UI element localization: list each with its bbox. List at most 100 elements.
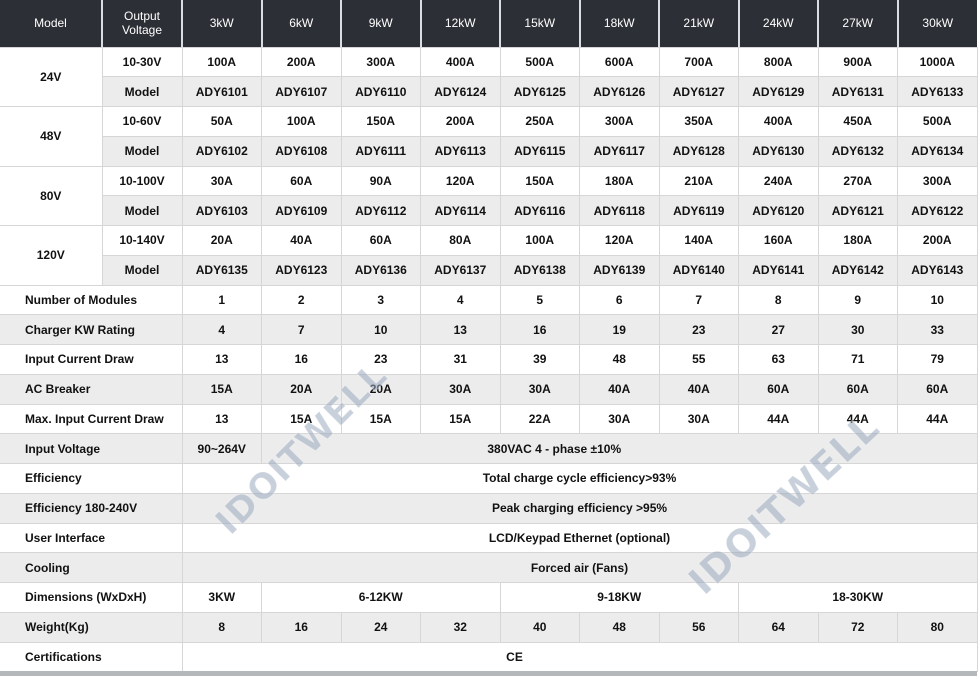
spec-value-cell: 40A [579,373,660,405]
model-value-cell: ADY6112 [340,195,421,226]
current-value-cell: 500A [897,106,978,137]
spec-value-cell: 44A [817,403,898,435]
table-row: Number of Modules 1 2 3 4 5 6 7 8 9 10 [0,284,978,316]
table-row: Model ADY6135 ADY6123 ADY6136 ADY6137 ADY6138… [0,254,978,286]
current-value-cell: 120A [420,165,501,197]
spec-value-cell: 71 [817,344,898,375]
table-row: Weight(Kg) 8 16 24 32 40 48 56 64 72 80 [0,611,978,643]
current-value-cell: 300A [897,165,978,197]
spec-value-cell: 23 [658,314,739,345]
model-value-cell: ADY6129 [738,76,819,107]
spec-value-cell: 6 [579,284,660,316]
spec-label-cell: Input Voltage [0,433,183,464]
model-value-cell: ADY6113 [420,135,501,167]
spec-value-cell: 30A [499,373,580,405]
voltage-group-cell: 24V [0,46,103,107]
header-cell: 3kW [182,0,263,48]
spec-value-cell: 15A [261,403,342,435]
model-value-cell: ADY6116 [499,195,580,226]
current-value-cell: 200A [897,225,978,256]
spec-value-cell: 20A [261,373,342,405]
current-value-cell: 60A [340,225,421,256]
header-cell: 21kW [659,0,740,48]
header-cell: 9kW [341,0,422,48]
spec-value-cell: 48 [579,344,660,375]
header-cell: 15kW [500,0,581,48]
current-value-cell: 100A [181,46,262,78]
model-value-cell: ADY6142 [817,254,898,286]
spec-value-cell: 55 [658,344,739,375]
model-value-cell: ADY6122 [897,195,978,226]
current-value-cell: 120A [579,225,660,256]
current-value-cell: 30A [181,165,262,197]
voltage-group-cell: 80V [0,165,103,226]
current-value-cell: 100A [261,106,342,137]
dimension-group-cell: 3KW [181,582,262,613]
header-cell: Output Voltage [102,0,183,48]
model-value-cell: ADY6137 [420,254,501,286]
model-value-cell: ADY6127 [658,76,739,107]
model-value-cell: ADY6115 [499,135,580,167]
current-value-cell: 150A [340,106,421,137]
spec-value-cell: 15A [420,403,501,435]
spec-value-cell: 13 [420,314,501,345]
model-value-cell: ADY6135 [181,254,262,286]
spec-label-cell: Input Current Draw [0,344,183,375]
spec-value-cell: 60A [738,373,819,405]
spec-value-cell: 2 [261,284,342,316]
spec-value-cell: 10 [340,314,421,345]
model-value-cell: ADY6143 [897,254,978,286]
header-cell: 18kW [579,0,660,48]
dimension-group-cell: 18-30KW [738,582,978,613]
output-range-cell: 10-60V [101,106,183,137]
current-value-cell: 200A [261,46,342,78]
spec-value-cell: 7 [658,284,739,316]
table-row: 48V 10-60V 50A 100A 150A 200A 250A 300A 350A 400A… [0,106,978,167]
current-value-cell: 300A [579,106,660,137]
spec-value-cell: 15A [181,373,262,405]
span-value-cell: 380VAC 4 - phase ±10% [261,433,978,464]
table-row: Model ADY6103 ADY6109 ADY6112 ADY6114 ADY6116… [0,195,978,226]
spec-value-cell: 30 [817,314,898,345]
spec-value-cell: 27 [738,314,819,345]
current-value-cell: 90A [340,165,421,197]
spec-value-cell: 23 [340,344,421,375]
table-row: Model ADY6101 ADY6107 ADY6110 ADY6124 ADY6125… [0,76,978,107]
model-value-cell: ADY6128 [658,135,739,167]
spec-value-cell: 60A [897,373,978,405]
current-value-cell: 50A [181,106,262,137]
spec-value-cell: 20A [340,373,421,405]
spec-value-cell: 30A [579,403,660,435]
table-row: Input Current Draw 13 16 23 31 39 48 55 63 71 79 [0,344,978,375]
model-value-cell: ADY6117 [579,135,660,167]
model-value-cell: ADY6118 [579,195,660,226]
span-value-cell: Total charge cycle efficiency>93% [181,463,978,494]
spec-value-cell: 90~264V [181,433,262,464]
model-value-cell: ADY6132 [817,135,898,167]
spec-value-cell: 39 [499,344,580,375]
output-range-cell: 10-100V [101,165,183,197]
model-value-cell: ADY6111 [340,135,421,167]
model-value-cell: ADY6140 [658,254,739,286]
spec-label-cell: User Interface [0,522,183,554]
header-cell: 30kW [897,0,977,48]
spec-label-cell: Certifications [0,641,183,673]
current-value-cell: 800A [738,46,819,78]
current-value-cell: 270A [817,165,898,197]
spec-value-cell: 16 [499,314,580,345]
current-value-cell: 20A [181,225,262,256]
model-value-cell: ADY6134 [897,135,978,167]
current-value-cell: 900A [817,46,898,78]
spec-value-cell: 19 [579,314,660,345]
spec-label-cell: Weight(Kg) [0,611,183,643]
model-label-cell: Model [102,254,183,286]
spec-label-cell: AC Breaker [0,373,183,405]
spec-value-cell: 72 [817,611,898,643]
spec-value-cell: 7 [261,314,342,345]
current-value-cell: 500A [499,46,580,78]
model-value-cell: ADY6125 [499,76,580,107]
table-row: 80V 10-100V 30A 60A 90A 120A 150A 180A 210A 240A 2… [0,165,978,226]
spec-value-cell: 40 [499,611,580,643]
table-row: Input Voltage 90~264V 380VAC 4 - phase ±10… [0,433,978,464]
